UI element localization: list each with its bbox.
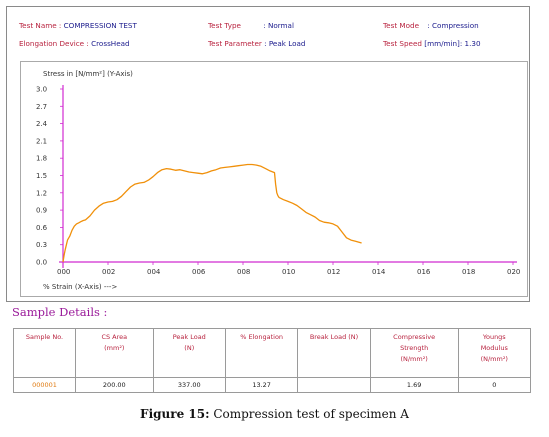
x-tick-label: 012 (327, 268, 340, 276)
table-cell: 000001 (12, 377, 77, 393)
caption-text: Compression test of specimen A (209, 407, 409, 421)
elongation-device-field: Elongation Device : CrossHead (19, 39, 130, 48)
column-header: Youngs Modulus (N/mm²) (457, 328, 532, 378)
test-mode-label: Test Mode (383, 21, 420, 30)
y-tick-label: 0.0 (36, 259, 47, 267)
table-cell (297, 377, 371, 393)
x-tick-label: 008 (237, 268, 250, 276)
x-axis-title: % Strain (X-Axis) ---> (43, 283, 117, 291)
column-header: CS Area (mm²) (75, 328, 154, 378)
test-parameter-field: Test Parameter : Peak Load (208, 39, 305, 48)
y-tick-label: 0.9 (36, 207, 47, 215)
test-type-field: Test Type : Normal (208, 21, 294, 30)
caption-label: Figure 15: (140, 407, 210, 421)
y-tick-label: 0.6 (36, 224, 48, 232)
x-tick-label: 006 (192, 268, 206, 276)
test-mode-value: : Compression (427, 21, 479, 30)
sample-details-title: Sample Details : (12, 305, 108, 319)
table-cell: 1.69 (369, 377, 459, 393)
elongation-device-value: CrossHead (91, 39, 130, 48)
x-tick-label: 020 (507, 268, 520, 276)
stress-strain-line (62, 163, 362, 263)
y-tick-label: 2.4 (36, 120, 48, 128)
y-tick-label: 1.8 (36, 155, 47, 163)
test-type-label: Test Type (208, 21, 241, 30)
y-tick-label: 0.3 (36, 241, 47, 249)
test-mode-field: Test Mode : Compression (383, 21, 479, 30)
table-cell: 0 (457, 377, 532, 393)
x-tick-label: 014 (372, 268, 386, 276)
y-axis-title: Stress in [N/mm²] (Y-Axis) (43, 70, 133, 78)
sample-details-table: Sample No. CS Area (mm²) Peak Load (N)% Elon… (12, 328, 532, 393)
x-tick-label: 004 (147, 268, 161, 276)
stress-strain-chart: Stress in [N/mm²] (Y-Axis) % Strain (X-A… (20, 61, 528, 297)
table-cell: 13.27 (224, 377, 299, 393)
report-frame: Test Name : COMPRESSION TEST Test Type :… (6, 6, 530, 302)
y-tick-label: 1.2 (36, 189, 47, 197)
test-speed-value: [mm/min]: 1.30 (424, 39, 481, 48)
table-cell: 200.00 (75, 377, 154, 393)
column-header: Peak Load (N) (152, 328, 226, 378)
column-header: Compressive Strength (N/mm²) (369, 328, 459, 378)
chart-svg: Stress in [N/mm²] (Y-Axis) % Strain (X-A… (36, 70, 520, 291)
x-tick-label: 000 (57, 268, 70, 276)
test-speed-field: Test Speed [mm/min]: 1.30 (383, 39, 481, 48)
test-parameter-label: Test Parameter (208, 39, 262, 48)
figure-caption: Figure 15: Compression test of specimen … (0, 407, 549, 421)
test-name-value: COMPRESSION TEST (63, 21, 137, 30)
y-tick-label: 2.1 (36, 137, 47, 145)
x-tick-label: 002 (102, 268, 115, 276)
column-header: Sample No. (12, 328, 77, 378)
y-tick-label: 2.7 (36, 103, 47, 111)
column-header: % Elongation (224, 328, 299, 378)
table-cell: 337.00 (152, 377, 226, 393)
x-tick-label: 010 (282, 268, 295, 276)
x-tick-label: 016 (417, 268, 431, 276)
elongation-device-label: Elongation Device : (19, 39, 89, 48)
test-name-label: Test Name : (19, 21, 62, 30)
column-header: Break Load (N) (297, 328, 371, 378)
y-tick-label: 3.0 (36, 86, 47, 94)
table-row: 000001 200.00 337.00 13.27 1.69 0 (12, 377, 532, 393)
x-tick-label: 018 (462, 268, 475, 276)
test-type-value: : Normal (263, 21, 294, 30)
test-parameter-value: : Peak Load (264, 39, 306, 48)
test-speed-label: Test Speed (383, 39, 422, 48)
y-tick-label: 1.5 (36, 172, 47, 180)
table-header-row: Sample No. CS Area (mm²) Peak Load (N)% Elon… (12, 328, 532, 378)
test-name-field: Test Name : COMPRESSION TEST (19, 21, 137, 30)
